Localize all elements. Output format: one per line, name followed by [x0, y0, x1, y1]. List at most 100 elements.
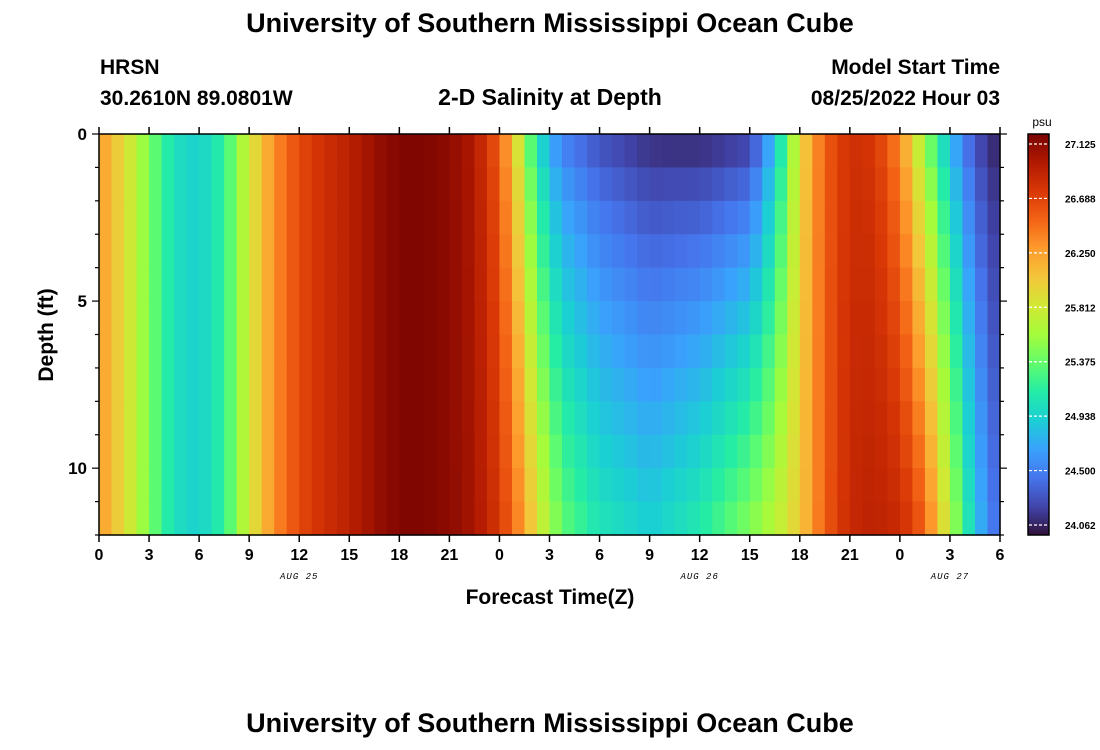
heatmap-cell [236, 134, 250, 169]
heatmap-cell [587, 200, 601, 235]
heatmap-cell [461, 334, 476, 369]
heatmap-cell [587, 134, 601, 169]
heatmap-cell [136, 401, 150, 436]
model-start-time: 08/25/2022 Hour 03 [810, 87, 1000, 110]
heatmap-cell [562, 167, 576, 202]
heatmap-cell [199, 200, 213, 235]
heatmap-cell [461, 468, 476, 503]
heatmap-cell [712, 501, 726, 536]
heatmap-cell [974, 234, 989, 269]
heatmap-cell [399, 501, 413, 536]
heatmap-cell [499, 234, 513, 269]
heatmap-cell [249, 301, 263, 336]
heatmap-cell [186, 434, 200, 469]
heatmap-cell [286, 401, 300, 436]
heatmap-cell [612, 134, 626, 169]
heatmap-cell [386, 267, 400, 302]
heatmap-cell [937, 401, 951, 436]
heatmap-cell [912, 134, 926, 169]
heatmap-cell [962, 234, 976, 269]
heatmap-cell [949, 501, 964, 536]
heatmap-cell [211, 501, 225, 536]
heatmap-cell [599, 367, 613, 402]
heatmap-cell [724, 468, 738, 503]
heatmap-cell [549, 334, 563, 369]
heatmap-cell [474, 468, 488, 503]
heatmap-cell [824, 367, 838, 402]
heatmap-cell [974, 267, 989, 302]
heatmap-cell [987, 367, 1001, 402]
heatmap-cell [186, 401, 200, 436]
heatmap-cell [687, 234, 701, 269]
heatmap-cell [812, 234, 826, 269]
heatmap-cell [974, 134, 989, 169]
heatmap-cell [386, 167, 400, 202]
heatmap-cell [236, 267, 250, 302]
heatmap-cell [749, 401, 763, 436]
heatmap-cell [562, 234, 576, 269]
heatmap-cell [474, 401, 488, 436]
heatmap-cell [199, 367, 213, 402]
heatmap-cell [612, 401, 626, 436]
heatmap-cell [274, 267, 288, 302]
heatmap-cell [99, 468, 113, 503]
heatmap-cell [499, 468, 513, 503]
heatmap-cell [436, 301, 450, 336]
heatmap-cell [699, 401, 713, 436]
heatmap-cell [787, 301, 801, 336]
heatmap-cell [374, 234, 388, 269]
heatmap-cell [849, 167, 863, 202]
heatmap-cell [411, 301, 425, 336]
heatmap-cell [599, 301, 613, 336]
heatmap-cell [549, 134, 563, 169]
heatmap-cell [136, 301, 150, 336]
heatmap-cell [599, 234, 613, 269]
heatmap-cell [674, 134, 688, 169]
heatmap-cell [599, 267, 613, 302]
heatmap-cell [461, 167, 476, 202]
heatmap-cell [411, 200, 425, 235]
heatmap-cell [274, 134, 288, 169]
heatmap-cell [424, 367, 438, 402]
heatmap-cell [299, 501, 313, 536]
heatmap-cell [336, 401, 350, 436]
heatmap-cell [637, 200, 651, 235]
heatmap-cell [849, 501, 863, 536]
heatmap-cell [449, 234, 463, 269]
heatmap-cell [724, 334, 738, 369]
heatmap-cell [787, 167, 801, 202]
heatmap-cell [349, 468, 363, 503]
heatmap-cell [849, 267, 863, 302]
heatmap-cell [674, 200, 688, 235]
heatmap-cell [436, 501, 450, 536]
heatmap-cell [799, 401, 813, 436]
heatmap-cell [424, 234, 438, 269]
heatmap-cell [949, 167, 964, 202]
heatmap-cell [762, 234, 776, 269]
heatmap-cell [912, 267, 926, 302]
heatmap-cell [649, 468, 663, 503]
heatmap-cell [837, 167, 851, 202]
heatmap-cell [111, 301, 125, 336]
heatmap-cell [624, 468, 638, 503]
heatmap-cell [224, 134, 238, 169]
heatmap-cell [774, 367, 788, 402]
heatmap-cell [524, 367, 538, 402]
y-axis: 0 5 10 [68, 125, 1007, 536]
heatmap-cell [374, 468, 388, 503]
heatmap-cell [174, 167, 188, 202]
heatmap-cell [624, 200, 638, 235]
x-tick-label: 12 [691, 547, 709, 564]
heatmap-cell [637, 434, 651, 469]
heatmap-cell [99, 134, 113, 169]
heatmap-cell [749, 267, 763, 302]
heatmap-cell [424, 301, 438, 336]
heatmap-cell [799, 301, 813, 336]
heatmap-cell [124, 434, 138, 469]
heatmap-cell [99, 401, 113, 436]
heatmap-cell [862, 367, 876, 402]
heatmap-cell [486, 367, 501, 402]
heatmap-cell [887, 200, 901, 235]
heatmap-cells [99, 134, 1001, 536]
heatmap-cell [349, 301, 363, 336]
